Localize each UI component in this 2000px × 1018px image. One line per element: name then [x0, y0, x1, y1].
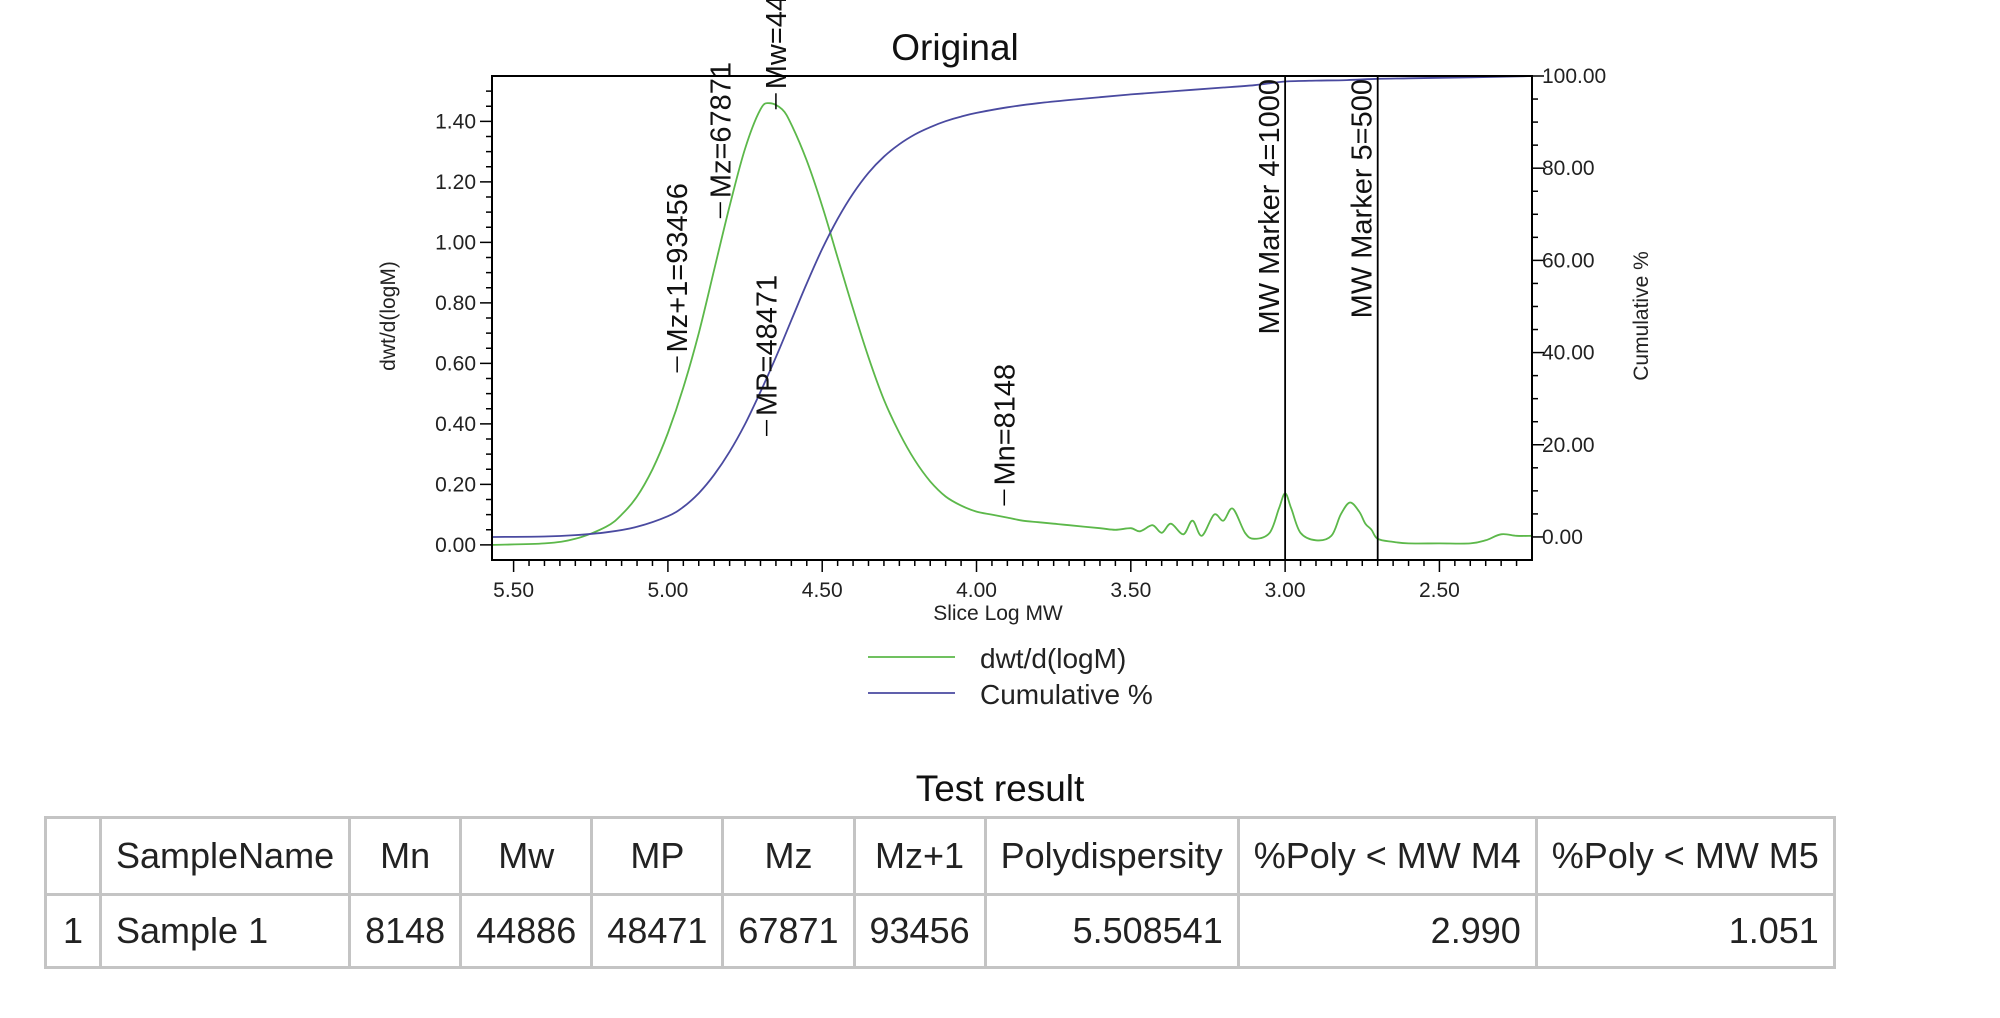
annotation-label: Mz=67871 [705, 62, 737, 198]
header-mz1: Mz+1 [852, 816, 987, 896]
x-tick-label: 4.50 [802, 579, 843, 602]
header-mp: MP [590, 816, 725, 896]
y-tick-label: 0.00 [435, 534, 476, 557]
mw-marker-label: MW Marker 5=500 [1347, 79, 1379, 318]
legend-label-cumulative: Cumulative % [980, 679, 1153, 710]
y2-tick-label: 20.00 [1542, 434, 1595, 457]
header-polydispersity: Polydispersity [983, 816, 1240, 896]
x-tick-label: 2.50 [1419, 579, 1460, 602]
gpc-chart: Original 5.50 5.00 4.50 4.00 3.50 3.00 2.50 0.0… [377, 0, 1653, 710]
cell-mz1: 93456 [852, 893, 987, 969]
plot-frame [491, 75, 1533, 561]
header-mw: Mw [459, 816, 594, 896]
header-index [44, 816, 102, 896]
annotation-label: MP=48471 [752, 275, 784, 416]
legend: dwt/d(logM) Cumulative % [868, 643, 1153, 710]
cell-mz: 67871 [721, 893, 856, 969]
header-mn: Mn [348, 816, 463, 896]
x-tick-label: 3.00 [1265, 579, 1306, 602]
y-tick-label: 1.20 [435, 171, 476, 194]
y2-tick-label: 100.00 [1542, 65, 1606, 88]
series-line-cumulative [491, 75, 1533, 538]
cell-mp: 48471 [590, 893, 725, 969]
y2-tick-label: 60.00 [1542, 249, 1595, 272]
series-line-dwt [491, 102, 1533, 546]
annotation-label: Mz+1=93456 [662, 183, 694, 352]
header-poly-m4: %Poly < MW M4 [1236, 816, 1538, 896]
annotation-label: Mw=44886 [761, 0, 793, 89]
legend-label-dwt: dwt/d(logM) [980, 643, 1126, 674]
header-poly-m5: %Poly < MW M5 [1534, 816, 1836, 896]
chart-title: Original [891, 27, 1019, 68]
y-tick-label: 0.60 [435, 352, 476, 375]
x-axis-label: Slice Log MW [933, 602, 1063, 625]
table-header-row: SampleName Mn Mw MP Mz Mz+1 Polydispersi… [44, 816, 1836, 896]
y-tick-label: 1.40 [435, 110, 476, 133]
cell-polydispersity: 5.508541 [983, 893, 1240, 969]
cell-mw: 44886 [459, 893, 594, 969]
y2-axis-label: Cumulative % [1630, 251, 1653, 381]
cell-index: 1 [44, 893, 102, 969]
cell-poly-m4: 2.990 [1236, 893, 1538, 969]
y-axis-label: dwt/d(logM) [377, 261, 400, 371]
cell-samplename: Sample 1 [98, 893, 352, 969]
table-title: Test result [915, 768, 1085, 809]
y-tick-label: 1.00 [435, 231, 476, 254]
y2-tick-label: 0.00 [1542, 526, 1583, 549]
header-samplename: SampleName [98, 816, 352, 896]
table-row: 1 Sample 1 8148 44886 48471 67871 93456 … [44, 893, 1836, 969]
mw-marker-label: MW Marker 4=1000 [1254, 79, 1286, 334]
x-tick-label: 5.50 [493, 579, 534, 602]
annotation-label: Mn=8148 [989, 364, 1021, 486]
y-tick-label: 0.80 [435, 292, 476, 315]
y2-tick-label: 80.00 [1542, 157, 1595, 180]
header-mz: Mz [721, 816, 856, 896]
x-tick-label: 5.00 [647, 579, 688, 602]
cell-mn: 8148 [348, 893, 463, 969]
x-tick-label: 3.50 [1110, 579, 1151, 602]
x-tick-label: 4.00 [956, 579, 997, 602]
y-tick-label: 0.20 [435, 473, 476, 496]
results-table: SampleName Mn Mw MP Mz Mz+1 Polydispersi… [44, 816, 1836, 969]
y-tick-label: 0.40 [435, 413, 476, 436]
y2-tick-label: 40.00 [1542, 342, 1595, 365]
cell-poly-m5: 1.051 [1534, 893, 1836, 969]
